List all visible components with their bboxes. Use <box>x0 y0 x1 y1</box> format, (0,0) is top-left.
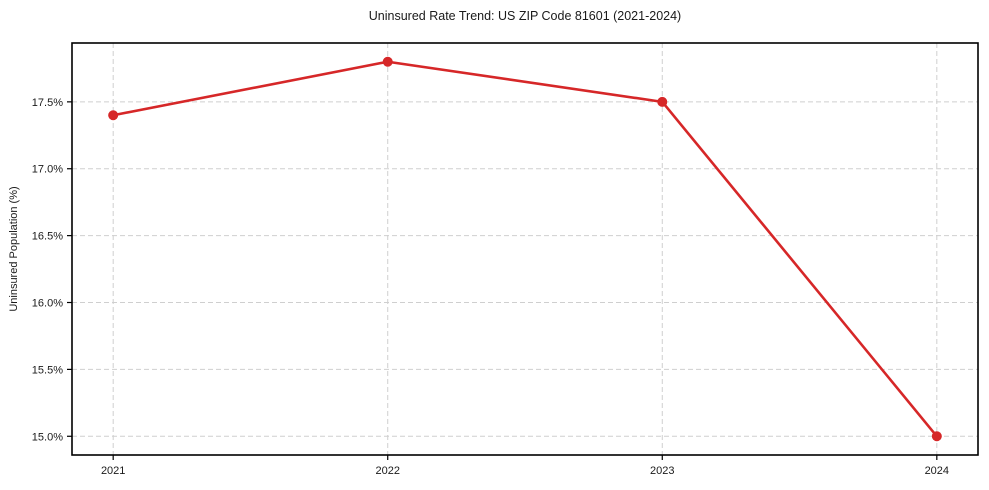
y-tick-label: 15.0% <box>32 431 63 443</box>
data-point <box>657 96 668 107</box>
x-tick-label: 2022 <box>375 465 399 477</box>
y-tick-label: 15.5% <box>32 364 63 376</box>
x-tick-label: 2021 <box>101 465 125 477</box>
data-point <box>382 56 393 67</box>
y-tick-label: 16.5% <box>32 231 63 243</box>
x-tick-label: 2024 <box>925 465 949 477</box>
x-tick-label: 2023 <box>650 465 674 477</box>
y-tick-label: 16.0% <box>32 298 63 310</box>
y-tick-label: 17.5% <box>32 97 63 109</box>
data-point <box>108 110 119 121</box>
y-tick-label: 17.0% <box>32 164 63 176</box>
trend-line <box>111 60 939 438</box>
plot-border <box>71 42 979 456</box>
plot-area <box>72 43 978 455</box>
chart-title: Uninsured Rate Trend: US ZIP Code 81601 … <box>368 9 682 23</box>
data-point <box>931 431 942 442</box>
